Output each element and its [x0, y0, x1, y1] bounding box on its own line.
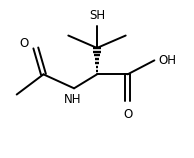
Text: O: O	[123, 109, 132, 122]
Text: OH: OH	[158, 54, 176, 67]
Text: NH: NH	[63, 93, 81, 106]
Text: SH: SH	[89, 9, 105, 22]
Text: O: O	[19, 37, 28, 50]
